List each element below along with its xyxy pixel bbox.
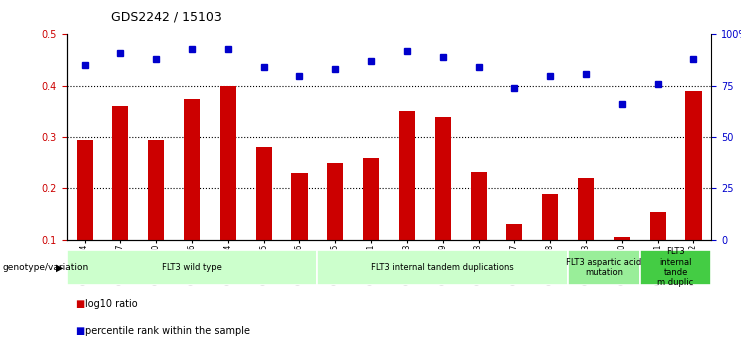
Bar: [568, 250, 639, 285]
Text: FLT3 wild type: FLT3 wild type: [162, 263, 222, 272]
Bar: [317, 250, 568, 285]
Bar: [184, 99, 200, 240]
Bar: [578, 178, 594, 240]
Bar: [506, 224, 522, 240]
Bar: [76, 140, 93, 240]
Bar: [291, 173, 308, 240]
Bar: [220, 86, 236, 240]
Bar: [614, 237, 630, 240]
Bar: [542, 194, 558, 240]
Text: ■: ■: [76, 326, 84, 336]
Text: percentile rank within the sample: percentile rank within the sample: [85, 326, 250, 336]
Bar: [685, 91, 702, 240]
Text: log10 ratio: log10 ratio: [85, 299, 138, 308]
Bar: [328, 163, 343, 240]
Text: ▶: ▶: [56, 263, 63, 272]
Text: FLT3 aspartic acid
mutation: FLT3 aspartic acid mutation: [566, 258, 642, 277]
Bar: [67, 250, 317, 285]
Bar: [435, 117, 451, 240]
Bar: [639, 250, 711, 285]
Bar: [399, 111, 415, 240]
Text: FLT3 internal tandem duplications: FLT3 internal tandem duplications: [371, 263, 514, 272]
Bar: [256, 147, 272, 240]
Bar: [148, 140, 165, 240]
Bar: [650, 211, 665, 240]
Text: ■: ■: [76, 299, 84, 308]
Text: GDS2242 / 15103: GDS2242 / 15103: [111, 10, 222, 23]
Bar: [471, 171, 487, 240]
Text: genotype/variation: genotype/variation: [2, 263, 88, 272]
Text: FLT3
internal
tande
m duplic: FLT3 internal tande m duplic: [657, 247, 694, 287]
Bar: [363, 158, 379, 240]
Bar: [113, 106, 128, 240]
